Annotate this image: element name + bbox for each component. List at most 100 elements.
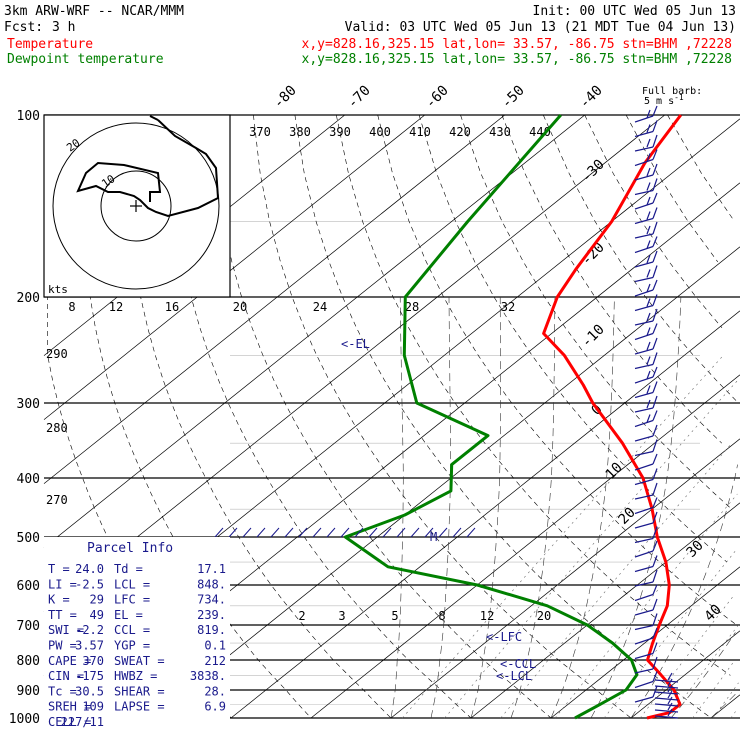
wind-barb-flag	[652, 511, 658, 524]
level-marker-ccl: <-CCL	[500, 657, 536, 671]
wind-barb-flag	[652, 497, 658, 508]
wind-barb	[634, 613, 658, 631]
wind-barb	[634, 221, 658, 239]
dewpoint-legend: Dewpoint temperature	[7, 52, 164, 67]
wind-barb-shaft	[634, 522, 654, 529]
parcel-value: K =	[48, 593, 70, 607]
parcel-value: 29	[90, 593, 104, 607]
wind-barb-flag	[646, 240, 651, 249]
parcel-value: LFC =	[114, 593, 150, 607]
parcel-value: Tc =	[48, 684, 77, 698]
wind-barb-flag	[646, 138, 651, 148]
wind-barb-shaft	[466, 527, 476, 538]
wind-barb	[634, 381, 658, 399]
wind-barb-shaft	[214, 527, 224, 538]
moist-adiabat	[670, 632, 736, 719]
isotherm	[230, 310, 740, 719]
wind-barb-flag	[652, 120, 658, 132]
wind-barb	[634, 366, 658, 384]
parcel-value: 212	[204, 654, 226, 668]
wind-barb	[466, 527, 476, 538]
wind-barb-flag	[646, 356, 651, 365]
wind-barb	[634, 410, 658, 428]
hodograph-units: kts	[48, 283, 68, 296]
dry-adiabat-label: 290	[46, 347, 68, 361]
wind-barb	[634, 279, 658, 297]
parcel-value: HWBZ =	[114, 669, 157, 683]
wind-barb-shaft	[634, 217, 654, 225]
wind-barb-flag	[667, 708, 673, 717]
wind-barb-shaft	[654, 679, 679, 683]
wind-barb-flag	[646, 109, 651, 119]
parcel-value: Td =	[114, 562, 143, 576]
wind-barb-shaft	[634, 130, 654, 138]
parcel-value: -2.2	[75, 623, 104, 637]
wind-barb-shaft	[634, 261, 654, 268]
mixing-ratio-label: 8	[68, 300, 75, 314]
wind-barb-shaft	[634, 320, 654, 326]
wind-barb	[634, 671, 658, 689]
pressure-label-200: 200	[17, 291, 40, 306]
moist-adiabat	[630, 464, 738, 719]
mixing-ratio-label: 24	[313, 300, 327, 314]
wind-barb-flag	[646, 312, 651, 322]
wind-barb	[410, 527, 420, 538]
wind-barb-flag	[652, 337, 658, 350]
wind-barb	[424, 527, 434, 538]
pressure-label-100: 100	[17, 109, 40, 124]
isotherm-label: -80	[271, 83, 300, 112]
wind-barb-shaft	[634, 174, 654, 181]
pressure-label-900: 900	[17, 684, 40, 699]
wind-barb	[298, 527, 308, 538]
wind-barb	[284, 527, 294, 538]
wind-barb-flag	[646, 341, 651, 351]
isotherm	[710, 694, 740, 719]
wind-barb-flag	[646, 254, 651, 264]
wind-barb	[634, 105, 658, 123]
wind-barb	[634, 569, 658, 587]
parcel-info-title: Parcel Info	[87, 541, 173, 556]
parcel-value: PW =	[48, 639, 77, 653]
wind-barb	[368, 527, 378, 538]
wind-barb-flag	[652, 613, 658, 626]
wind-barb-flag	[646, 385, 651, 394]
wind-barb-flag	[652, 540, 658, 552]
wind-barb-flag	[652, 221, 658, 235]
wind-barb-shaft	[634, 202, 654, 210]
parcel-value: T =	[48, 562, 70, 576]
wind-barb-shaft	[284, 527, 294, 538]
dry-adiabat	[253, 114, 632, 719]
wind-barb-flag	[667, 696, 673, 705]
wind-barb-flag	[652, 453, 658, 465]
isotherm	[630, 630, 740, 719]
wind-barb-shaft	[368, 527, 378, 538]
level-marker-lfc: <-LFC	[486, 630, 522, 644]
mixing-ratio-label: 16	[165, 300, 179, 314]
wind-barb-shaft	[634, 233, 654, 239]
isotherm	[470, 502, 740, 719]
wind-barb-shaft	[634, 419, 654, 428]
isotherm-label: -50	[499, 83, 528, 112]
dry-adiabat	[294, 114, 712, 719]
wind-barb-shaft	[634, 463, 654, 471]
wind-barb-flag	[667, 702, 673, 711]
dry-adiabat	[170, 114, 472, 719]
wind-barb-flag	[652, 192, 658, 204]
wind-barb-shaft	[634, 189, 654, 196]
wind-barb-shaft	[654, 715, 679, 719]
temperature-profile	[542, 114, 683, 720]
wind-barb-shaft	[634, 668, 654, 674]
wind-barb-shaft	[382, 527, 392, 538]
wind-barb-shaft	[634, 391, 654, 399]
wind-barb-flag	[652, 584, 658, 595]
parcel-value: 49	[90, 608, 104, 622]
pressure-label-700: 700	[17, 619, 40, 634]
pressure-label-500: 500	[17, 531, 40, 546]
wind-barb	[634, 439, 658, 457]
wind-barb-shaft	[654, 709, 679, 713]
wind-barb-shaft	[654, 697, 679, 701]
dewpoint-profile	[343, 114, 639, 720]
parcel-value: -175	[75, 669, 104, 683]
wind-barb-flag	[652, 439, 658, 452]
parcel-value: EL =	[114, 608, 143, 622]
